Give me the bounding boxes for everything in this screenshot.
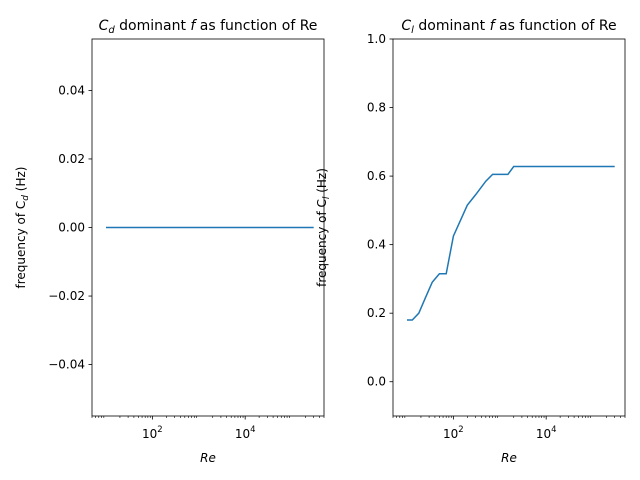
- ylabel-sub: l: [322, 196, 332, 199]
- y-tick-label: 0.6: [367, 169, 386, 183]
- y-tick-label: 0.4: [367, 238, 386, 252]
- title-sub: l: [411, 25, 414, 36]
- y-tick-label: 0.2: [367, 306, 386, 320]
- x-axis-label: Re: [501, 451, 517, 465]
- title-f: f: [490, 18, 497, 34]
- series-line: [407, 165, 615, 321]
- title-mid: dominant: [115, 18, 191, 34]
- y-axis-label: frequency of Cd (Hz): [14, 167, 31, 289]
- ylabel-post: (Hz): [14, 167, 28, 196]
- x-tick-exponent: 4: [551, 425, 556, 435]
- y-tick-label: −0.02: [48, 289, 85, 303]
- ylabel-pre: frequency of C: [14, 201, 28, 289]
- y-axis-label: frequency of Cl (Hz): [315, 168, 332, 287]
- ylabel-pre: frequency of C: [315, 199, 329, 287]
- title-sub: d: [108, 25, 115, 36]
- x-tick-base: 10: [443, 427, 458, 441]
- x-tick-label: 102: [142, 425, 163, 441]
- x-axis-label: Re: [200, 451, 216, 465]
- title-post: as function of Re: [495, 18, 617, 34]
- x-tick-exponent: 2: [157, 425, 162, 435]
- title-f: f: [190, 18, 197, 34]
- x-tick-base: 10: [536, 427, 551, 441]
- title-c: C: [401, 18, 411, 34]
- y-tick-label: 0.0: [367, 375, 386, 389]
- title-mid: dominant: [414, 18, 490, 34]
- title-c: C: [99, 18, 109, 34]
- title-post: as function of Re: [195, 18, 317, 34]
- y-tick-label: −0.04: [48, 358, 85, 372]
- chart-title: Cl dominant f as function of Re: [401, 18, 616, 36]
- x-tick-exponent: 4: [250, 425, 255, 435]
- y-tick-label: 0.04: [58, 83, 85, 97]
- y-tick-label: 0.02: [58, 152, 85, 166]
- plot-frame: [91, 38, 325, 417]
- chart-title: Cd dominant f as function of Re: [99, 18, 318, 36]
- x-tick-label: 104: [536, 425, 557, 441]
- x-tick-exponent: 2: [458, 425, 463, 435]
- y-tick-label: 1.0: [367, 32, 386, 46]
- ylabel-post: (Hz): [315, 168, 329, 197]
- y-tick-label: 0.00: [58, 221, 85, 235]
- x-tick-label: 104: [235, 425, 256, 441]
- x-tick-base: 10: [235, 427, 250, 441]
- x-tick-base: 10: [142, 427, 157, 441]
- plot-frame: [392, 38, 626, 417]
- chart-cl: Cl dominant f as function of Re Re frequ…: [315, 18, 626, 465]
- y-tick-label: 0.8: [367, 101, 386, 115]
- x-tick-label: 102: [443, 425, 464, 441]
- chart-cd: Cd dominant f as function of Re Re frequ…: [14, 18, 325, 465]
- ylabel-sub: d: [21, 195, 31, 201]
